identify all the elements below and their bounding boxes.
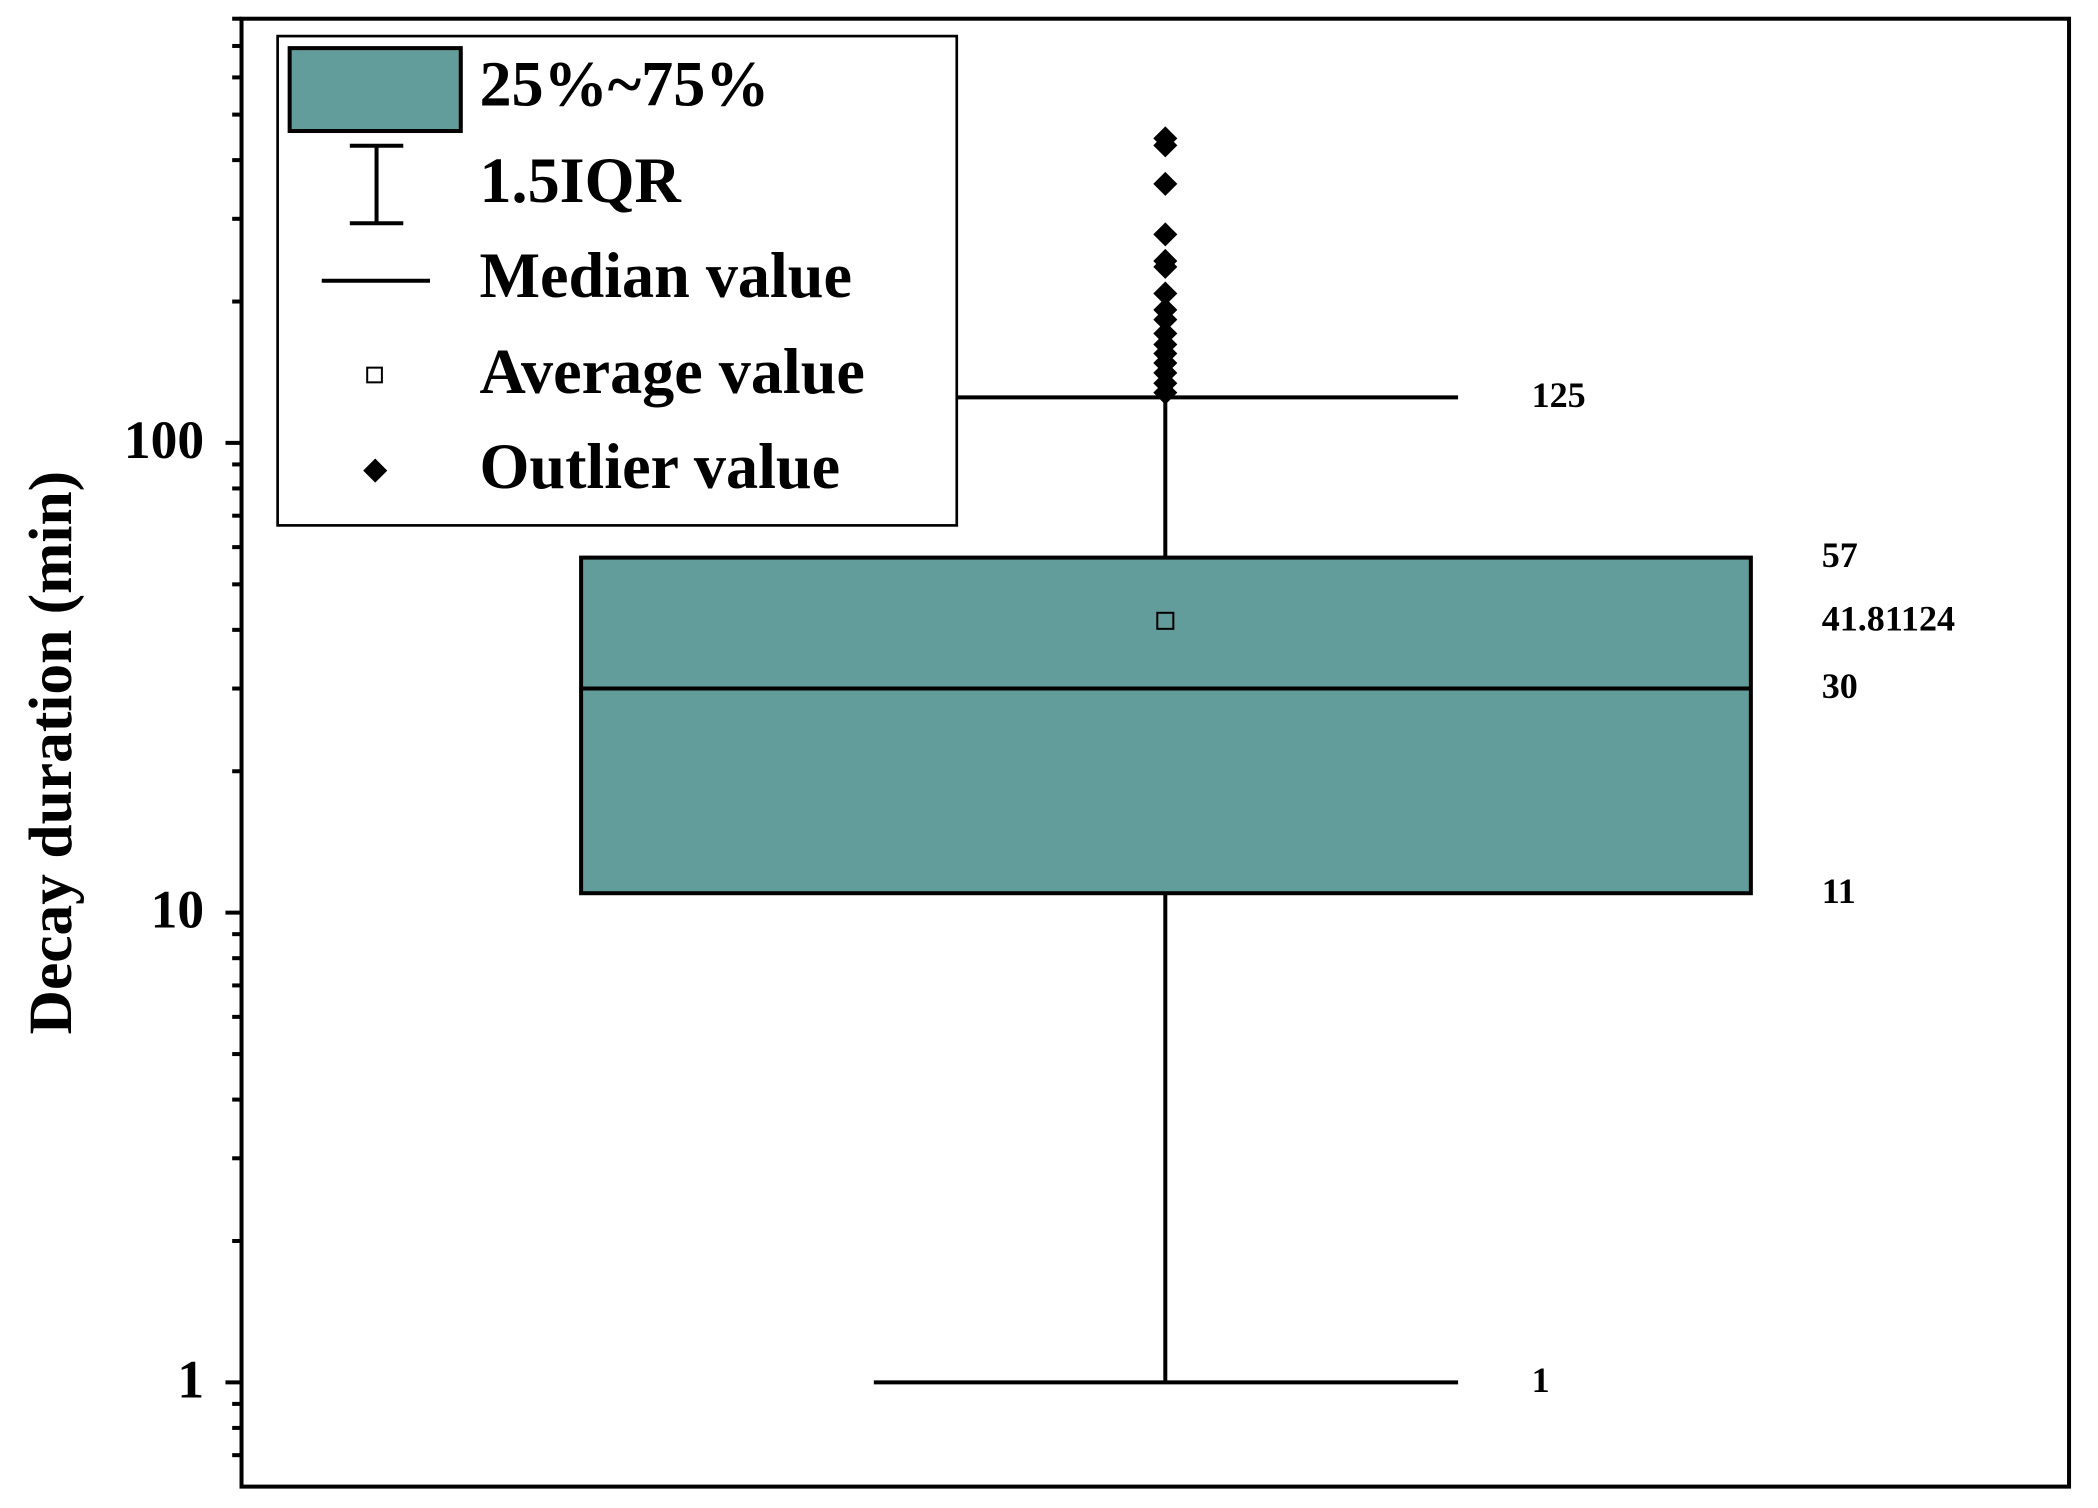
legend-label: 1.5IQR [479,145,681,216]
legend-label: Median value [479,240,851,311]
value-label: 1 [1532,1360,1550,1400]
legend-box-swatch [287,46,463,134]
value-label: 30 [1822,666,1858,706]
legend-label: Average value [479,336,864,407]
y-tick-label: 1 [177,1349,204,1409]
legend-outlier-icon [363,458,388,483]
legend-mean-icon [366,366,383,384]
plot-frame [239,16,2072,1489]
box [579,555,1753,896]
value-label: 125 [1532,375,1586,415]
mean-marker [1156,611,1175,630]
outlier [1153,281,1178,306]
y-axis-label: Decay duration (min) [17,471,85,1035]
value-label: 57 [1822,535,1858,575]
value-label: 11 [1822,871,1856,911]
outlier [1153,380,1178,405]
outlier [1153,222,1178,247]
legend-label: 25%~75% [479,49,769,120]
outlier [1153,133,1178,158]
legend-whisker-icon [349,143,404,226]
legend-label: Outlier value [479,431,840,502]
y-tick-label: 10 [151,880,204,940]
outlier [1153,307,1178,332]
outlier [1153,171,1178,196]
value-label: 41.81124 [1822,598,1955,638]
y-tick-label: 100 [124,410,204,470]
